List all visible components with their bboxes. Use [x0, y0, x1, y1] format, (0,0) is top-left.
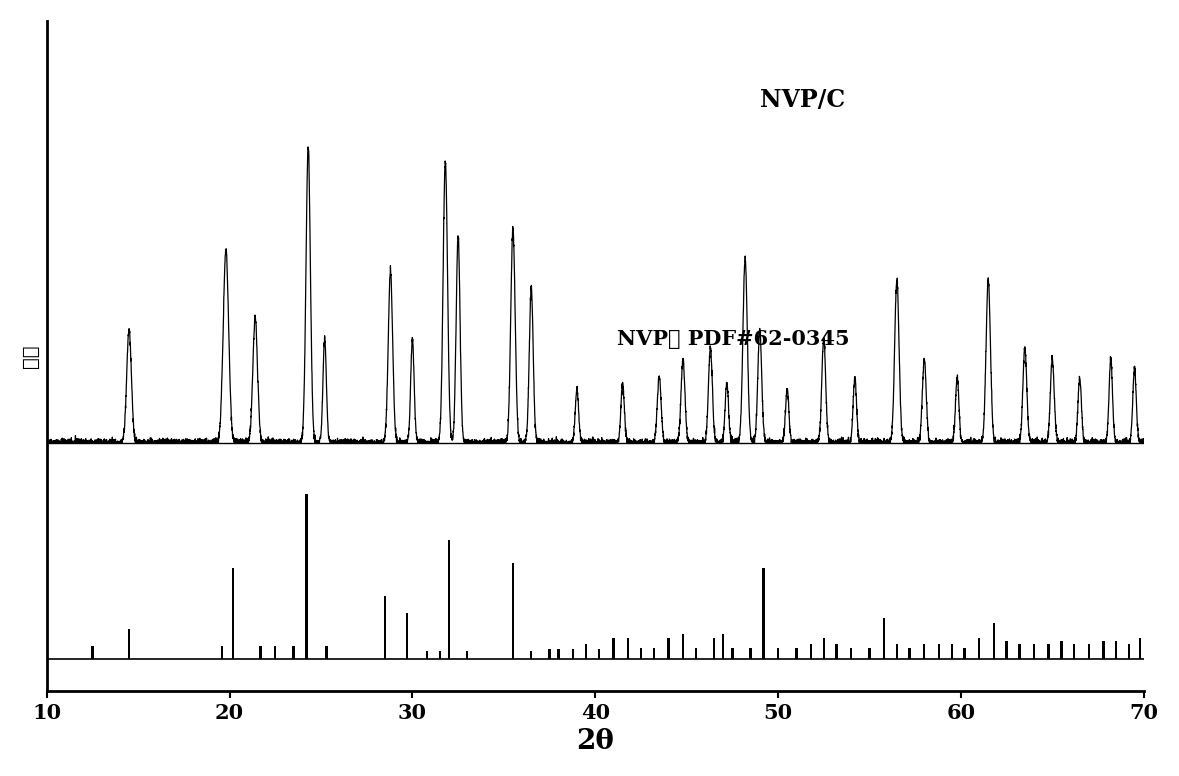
Text: NVP． PDF#62-0345: NVP． PDF#62-0345: [617, 329, 850, 349]
Bar: [1047, 644, 1049, 660]
Bar: [259, 646, 262, 660]
Bar: [512, 563, 514, 660]
Bar: [305, 494, 308, 660]
Bar: [963, 648, 966, 660]
Bar: [777, 648, 779, 660]
Bar: [448, 540, 450, 660]
Bar: [558, 650, 560, 660]
Bar: [667, 638, 670, 660]
Bar: [1102, 641, 1105, 660]
Bar: [883, 618, 885, 660]
Bar: [694, 648, 697, 660]
Bar: [222, 646, 224, 660]
Bar: [1115, 641, 1118, 660]
Bar: [795, 648, 797, 660]
Bar: [1033, 644, 1035, 660]
Bar: [923, 644, 926, 660]
Bar: [836, 644, 838, 660]
Bar: [993, 623, 995, 660]
Bar: [598, 650, 600, 660]
Bar: [950, 644, 953, 660]
Bar: [868, 648, 870, 660]
Bar: [292, 646, 295, 660]
Bar: [1088, 644, 1091, 660]
Bar: [406, 613, 408, 660]
Bar: [585, 644, 587, 660]
Bar: [909, 648, 911, 660]
Bar: [937, 644, 940, 660]
Bar: [384, 597, 387, 660]
Bar: [325, 646, 328, 660]
Bar: [1060, 641, 1062, 660]
Bar: [977, 638, 980, 660]
Bar: [850, 648, 852, 660]
Bar: [810, 644, 812, 660]
Bar: [439, 651, 441, 660]
Bar: [627, 638, 630, 660]
Bar: [572, 650, 574, 660]
Bar: [731, 648, 733, 660]
Bar: [426, 651, 428, 660]
Bar: [823, 638, 825, 660]
Bar: [232, 568, 235, 660]
Bar: [1139, 638, 1141, 660]
Bar: [274, 646, 277, 660]
Text: NVP/C: NVP/C: [759, 88, 845, 112]
Bar: [1073, 644, 1075, 660]
Bar: [91, 646, 93, 660]
Bar: [652, 648, 654, 660]
Bar: [1006, 641, 1008, 660]
Bar: [1019, 644, 1021, 660]
Bar: [1128, 644, 1131, 660]
Bar: [896, 644, 898, 660]
Bar: [127, 629, 130, 660]
Bar: [713, 638, 716, 660]
Bar: [722, 635, 724, 660]
Bar: [763, 568, 765, 660]
Bar: [466, 651, 468, 660]
Bar: [531, 651, 533, 660]
Bar: [612, 638, 614, 660]
Bar: [750, 648, 752, 660]
Y-axis label: 强度: 强度: [21, 344, 40, 368]
Bar: [548, 650, 551, 660]
X-axis label: 2θ: 2θ: [577, 728, 614, 755]
Bar: [681, 635, 684, 660]
Bar: [640, 648, 643, 660]
